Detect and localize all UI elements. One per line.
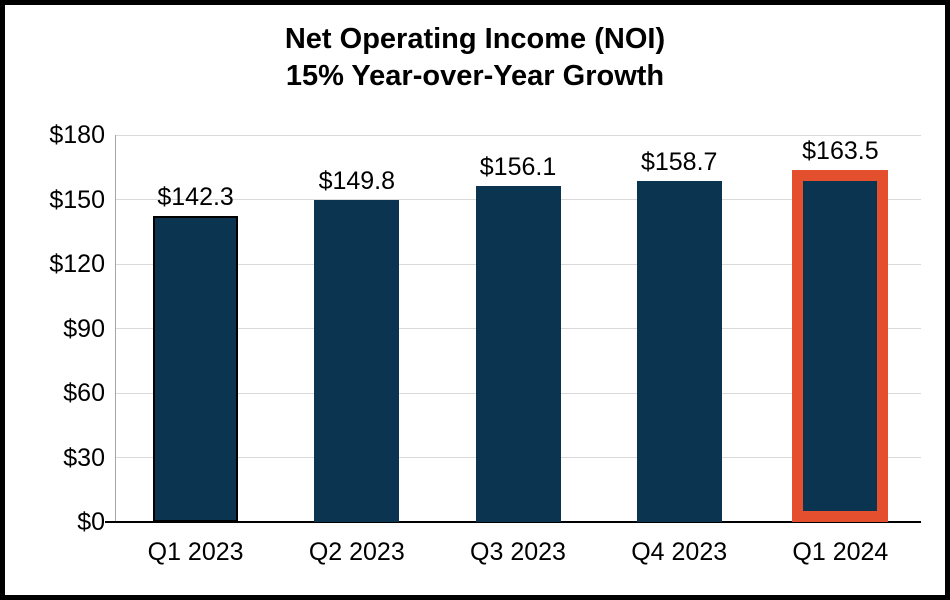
chart-title: Net Operating Income (NOI) 15% Year-over…	[5, 21, 945, 95]
x-axis-line	[105, 521, 921, 523]
bar-value-label-q1-2024: $163.5	[802, 137, 879, 166]
bar-q2-2023	[314, 199, 400, 522]
x-tick-label-q1-2024: Q1 2024	[792, 538, 889, 566]
y-tick-label-120: $120	[49, 250, 105, 278]
bar-value-label-q4-2023: $158.7	[640, 147, 718, 176]
y-tick-label-150: $150	[49, 185, 105, 214]
x-tick-label-q3-2023: Q3 2023	[470, 538, 566, 566]
bar-q3-2023	[475, 186, 561, 522]
bar-q1-2024	[792, 170, 889, 522]
chart-title-line2: 15% Year-over-Year Growth	[285, 60, 665, 92]
bar-value-label-q2-2023: $149.8	[318, 166, 396, 195]
x-tick-label-q1-2023: Q1 2023	[147, 538, 244, 566]
y-tick-label-60: $60	[63, 379, 105, 407]
y-tick-label-180: $180	[49, 121, 105, 149]
y-axis-line	[115, 135, 116, 522]
y-tick-label-90: $90	[63, 314, 105, 343]
bar-q4-2023	[636, 180, 722, 522]
bar-value-label-q3-2023: $156.1	[479, 153, 557, 182]
gridline-180	[115, 134, 921, 136]
x-tick-label-q2-2023: Q2 2023	[308, 538, 405, 566]
y-tick-label-0: $0	[77, 508, 105, 536]
bar-q1-2023	[153, 216, 239, 522]
y-tick-label-30: $30	[63, 443, 105, 472]
chart-title-line1: Net Operating Income (NOI)	[284, 23, 666, 55]
bar-value-label-q1-2023: $142.3	[157, 183, 234, 212]
x-tick-label-q4-2023: Q4 2023	[631, 538, 728, 566]
